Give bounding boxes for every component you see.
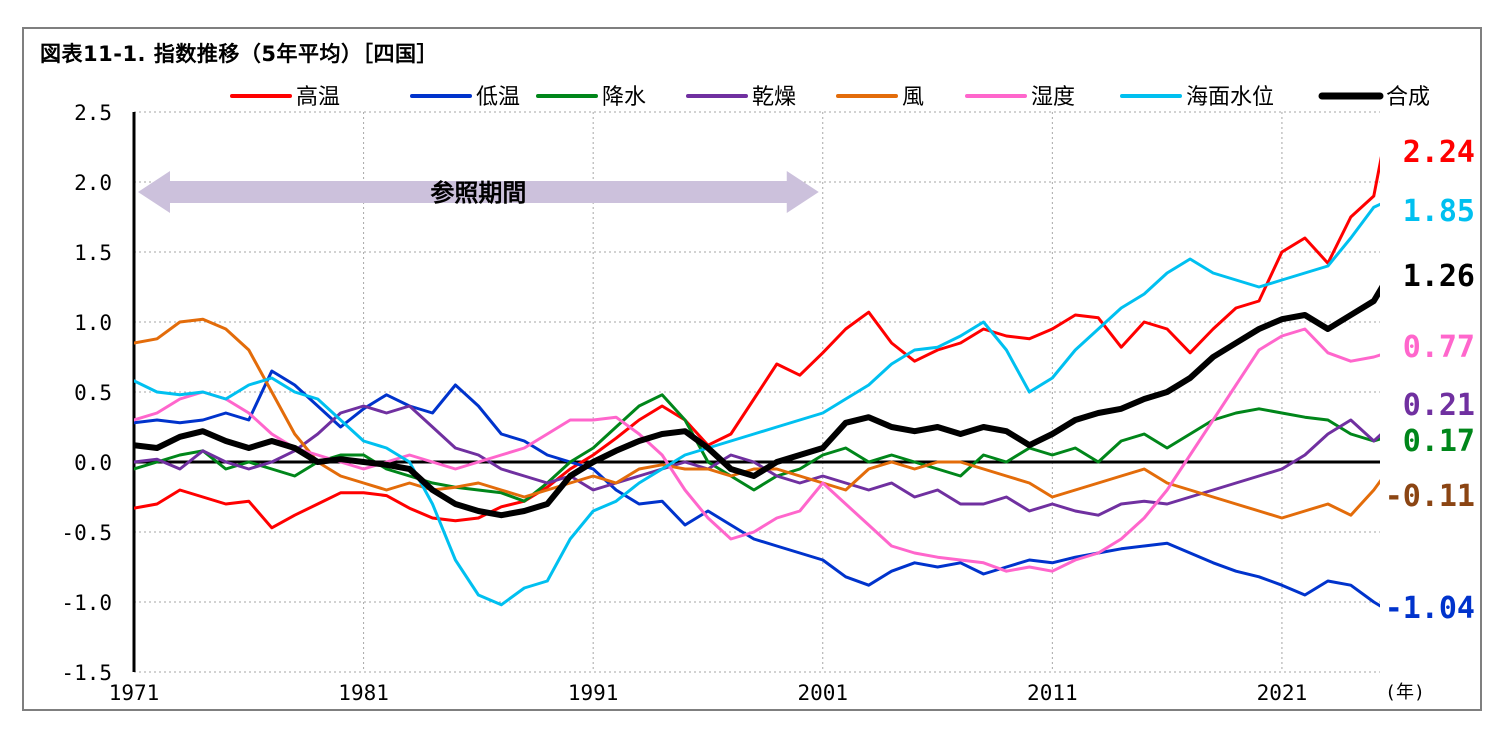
grid [134,111,1380,673]
x-tick-label: 1971 [109,681,160,705]
y-tick-label: 0.5 [74,381,112,405]
end-value-label: 0.77 [1403,330,1475,365]
end-value-label: 0.17 [1403,424,1475,459]
series-line [134,393,1380,503]
chart-frame [22,27,1482,711]
end-labels: 2.24 1.85 1.26 0.77 0.210.17 -0.11 -1.04 [1385,135,1475,626]
y-tick-label: 0.0 [74,451,112,475]
series-line [134,284,1380,519]
legend-label: 高温 [296,85,340,110]
end-value-label: 1.26 [1403,259,1475,294]
y-tick-label: 1.0 [74,311,112,335]
chart-title: 図表11-1. 指数推移（5年平均）［四国］ [40,42,438,66]
y-tick-label: -1.0 [61,591,112,615]
end-value-label: 2.24 [1403,135,1475,170]
y-tick-label: 2.0 [74,171,112,195]
x-tick-label: 2021 [1257,681,1308,705]
reference-period: 参照期間 [138,171,819,213]
legend-label: 乾燥 [752,85,796,110]
legend-label: 合成 [1386,85,1430,110]
series-line [134,156,1380,530]
series-lines [134,156,1380,608]
end-value-label: 0.21 [1403,388,1475,423]
series-line [134,327,1380,573]
legend-label: 風 [902,85,924,110]
reference-period-arrow [138,171,819,213]
x-tick-label: 1981 [338,681,389,705]
legend: 高温 低温 降水 乾燥 風 湿度 海面水位 合成 [230,85,1430,110]
end-value-label: 1.85 [1403,194,1475,229]
x-tick-label: 2011 [1027,681,1078,705]
y-tick-label: -0.5 [61,521,112,545]
series-line [134,202,1380,607]
reference-period-label: 参照期間 [430,179,526,207]
legend-label: 海面水位 [1186,85,1274,110]
y-tick-label: -1.5 [61,661,112,685]
series-line [134,369,1380,608]
end-value-label: -1.04 [1385,591,1475,626]
y-tick-label: 2.5 [74,101,112,125]
legend-label: 降水 [602,85,646,110]
y-tick-label: 1.5 [74,241,112,265]
legend-label: 湿度 [1031,85,1075,110]
x-unit-label: (年) [1385,682,1425,703]
legend-label: 低温 [476,85,520,110]
x-tick-label: 1991 [568,681,619,705]
end-value-label: -0.11 [1385,479,1475,514]
x-tick-label: 2001 [797,681,848,705]
